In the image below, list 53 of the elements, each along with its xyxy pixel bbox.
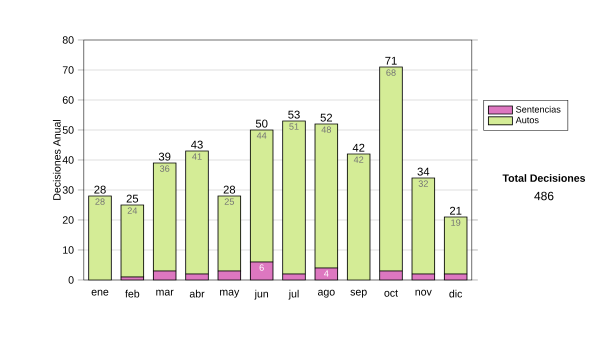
data-label: 51 <box>289 123 299 130</box>
data-label: 32 <box>418 180 428 187</box>
data-label: 25 <box>224 198 234 205</box>
total-label: 42 <box>352 144 364 152</box>
data-label: 6 <box>260 264 264 271</box>
y-tick-label: 80 <box>62 36 74 44</box>
y-tick-label: 30 <box>62 186 74 194</box>
y-tick-label: 40 <box>62 156 74 164</box>
x-tick-label: mar <box>156 290 174 296</box>
data-label: 19 <box>451 219 460 226</box>
data-label: 68 <box>386 69 396 76</box>
total-label: 25 <box>126 194 138 203</box>
x-tick-label: may <box>220 290 240 298</box>
x-tick-label: ene <box>92 290 108 296</box>
x-tick-label: dic <box>449 290 462 298</box>
total-label: 28 <box>94 186 106 194</box>
total-label: 52 <box>320 114 332 122</box>
x-tick-label: feb <box>125 290 140 298</box>
total-label: 50 <box>256 120 268 128</box>
y-tick-label: 60 <box>62 96 74 104</box>
y-tick-label: 0 <box>68 276 74 284</box>
y-tick-label: 10 <box>63 246 74 254</box>
data-label: 41 <box>192 153 202 160</box>
x-tick-label: abr <box>190 290 204 298</box>
data-label: 36 <box>160 165 170 172</box>
data-label: 42 <box>354 156 364 163</box>
text: Total Decisiones <box>502 174 586 182</box>
x-tick-label: nov <box>416 290 432 296</box>
data-label: 48 <box>321 126 332 133</box>
total-label: 28 <box>224 186 236 194</box>
legend-label: Sentencias <box>516 106 560 113</box>
total-label: 43 <box>191 140 203 149</box>
data-label: 4 <box>324 270 329 277</box>
data-label: 28 <box>95 198 105 205</box>
x-tick-label: jun <box>254 290 268 300</box>
data-label: 24 <box>128 207 138 214</box>
y-tick-label: 50 <box>62 126 74 134</box>
total-label: 21 <box>450 206 462 215</box>
x-tick-label: jul <box>288 290 299 300</box>
bar <box>120 204 144 278</box>
total-label: 71 <box>385 56 397 65</box>
y-axis-title: Decisiones Anual <box>52 120 61 200</box>
total-label: 39 <box>158 152 170 161</box>
x-tick-label: oct <box>384 290 398 297</box>
y-tick-label: 20 <box>62 216 74 224</box>
total-label: 34 <box>417 168 430 176</box>
x-tick-label: ago <box>318 290 335 298</box>
legend-label: Autos <box>516 116 539 124</box>
x-tick-label: sep <box>350 290 367 298</box>
total-label: 53 <box>288 110 300 119</box>
text: 486 <box>534 192 554 200</box>
y-tick-label: 70 <box>62 66 74 74</box>
data-label: 44 <box>256 132 266 139</box>
